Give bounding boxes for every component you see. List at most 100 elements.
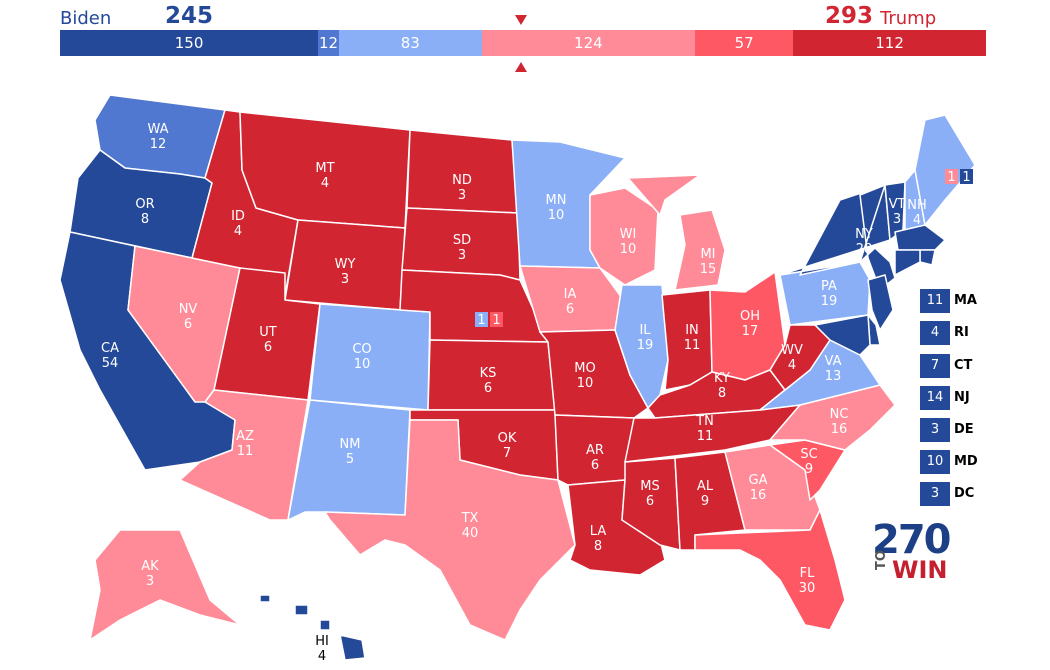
side-ev-box: 11 bbox=[920, 289, 950, 313]
state-label-ut: UT bbox=[259, 325, 277, 340]
bar-segment: 57 bbox=[695, 30, 794, 56]
state-ev-sc: 9 bbox=[805, 462, 813, 477]
state-ev-ak: 3 bbox=[146, 574, 154, 589]
ne-district-1-box[interactable] bbox=[475, 312, 488, 327]
state-ev-nd: 3 bbox=[458, 188, 466, 203]
side-ev-box: 10 bbox=[920, 450, 950, 474]
electoral-header: Biden 245 293 Trump 150 12 83 124 57 112 bbox=[0, 0, 1050, 80]
state-label-in: IN bbox=[685, 323, 699, 338]
logo-to: TO bbox=[874, 550, 889, 570]
midpoint-marker-top bbox=[515, 15, 527, 25]
state-ev-il: 19 bbox=[637, 338, 654, 353]
state-ev-nh: 4 bbox=[913, 213, 921, 228]
state-hi[interactable] bbox=[259, 594, 366, 661]
bar-segment: 83 bbox=[338, 30, 482, 56]
state-md[interactable] bbox=[814, 314, 871, 356]
state-ev-nv: 6 bbox=[184, 317, 192, 332]
state-ev-or: 8 bbox=[141, 212, 149, 227]
side-state-label: RI bbox=[954, 325, 969, 340]
state-ev-mn: 10 bbox=[548, 208, 565, 223]
state-label-oh: OH bbox=[740, 309, 760, 324]
state-label-la: LA bbox=[590, 524, 607, 539]
me-district-1-ev: 1 bbox=[947, 170, 955, 185]
state-ev-ca: 54 bbox=[102, 356, 119, 371]
state-ev-sd: 3 bbox=[458, 248, 466, 263]
state-ev-ga: 16 bbox=[750, 488, 767, 503]
state-ev-wi: 10 bbox=[620, 242, 637, 257]
state-nj[interactable] bbox=[867, 274, 894, 331]
state-label-vt: VT bbox=[889, 197, 906, 212]
state-label-wy: WY bbox=[335, 257, 356, 272]
state-label-ok: OK bbox=[498, 431, 517, 446]
electoral-vote-bar: 150 12 83 124 57 112 bbox=[60, 30, 986, 56]
state-label-ny: NY bbox=[855, 227, 873, 242]
state-ri[interactable] bbox=[919, 249, 936, 266]
state-label-mn: MN bbox=[546, 193, 567, 208]
state-ev-nc: 16 bbox=[831, 422, 848, 437]
bar-segment: 12 bbox=[318, 30, 339, 56]
state-tx[interactable] bbox=[324, 419, 576, 641]
ne-district-2-ev: 1 bbox=[492, 313, 500, 328]
state-label-fl: FL bbox=[800, 566, 815, 581]
side-state-label: CT bbox=[954, 358, 973, 373]
state-ev-mo: 10 bbox=[577, 376, 594, 391]
logo-number: 270 bbox=[872, 517, 951, 563]
state-label-nc: NC bbox=[830, 407, 849, 422]
side-state-label: NJ bbox=[954, 390, 970, 405]
state-ev-ks: 6 bbox=[484, 381, 492, 396]
state-ev-nm: 5 bbox=[346, 452, 354, 467]
state-label-pa: PA bbox=[821, 279, 837, 294]
side-ev-box: 3 bbox=[920, 482, 950, 506]
state-label-ca: CA bbox=[101, 341, 119, 356]
midpoint-marker-bottom bbox=[515, 62, 527, 72]
side-ev-box: 3 bbox=[920, 418, 950, 442]
state-ct[interactable] bbox=[894, 249, 921, 276]
state-label-mi: MI bbox=[700, 247, 715, 262]
state-wi[interactable] bbox=[589, 187, 659, 286]
right-candidate-total: 293 bbox=[825, 3, 874, 29]
state-mi[interactable] bbox=[627, 174, 726, 291]
state-ev-vt: 3 bbox=[893, 212, 901, 227]
state-ev-ky: 8 bbox=[718, 386, 726, 401]
state-ev-va: 13 bbox=[825, 369, 842, 384]
state-label-id: ID bbox=[231, 209, 245, 224]
state-label-ks: KS bbox=[480, 366, 497, 381]
state-label-va: VA bbox=[825, 354, 842, 369]
me-district-1-box[interactable] bbox=[945, 169, 958, 184]
270towin-logo[interactable]: 270 TO WIN bbox=[872, 518, 952, 588]
state-label-ky: KY bbox=[714, 371, 730, 386]
state-ev-ms: 6 bbox=[646, 494, 654, 509]
state-label-wv: WV bbox=[781, 343, 803, 358]
bar-segment: 112 bbox=[793, 30, 986, 56]
state-ev-co: 10 bbox=[354, 357, 371, 372]
ne-district-2-box[interactable] bbox=[490, 312, 503, 327]
state-label-wi: WI bbox=[620, 227, 637, 242]
state-ev-az: 11 bbox=[237, 444, 254, 459]
state-label-ms: MS bbox=[640, 479, 659, 494]
state-ak[interactable] bbox=[89, 529, 241, 641]
side-ev-box: 4 bbox=[920, 321, 950, 345]
side-ev-box: 7 bbox=[920, 354, 950, 378]
state-label-nh: NH bbox=[907, 198, 927, 213]
side-state-label: DE bbox=[954, 422, 974, 437]
state-ev-ok: 7 bbox=[503, 446, 511, 461]
side-state-label: MA bbox=[954, 293, 977, 308]
logo-win: WIN bbox=[892, 556, 948, 584]
state-label-or: OR bbox=[135, 197, 154, 212]
state-label-ar: AR bbox=[586, 443, 604, 458]
state-ev-oh: 17 bbox=[742, 324, 759, 339]
state-label-nm: NM bbox=[340, 437, 361, 452]
state-label-ak: AK bbox=[141, 559, 159, 574]
right-candidate-name: Trump bbox=[880, 8, 937, 29]
bar-segment: 150 bbox=[60, 30, 319, 56]
state-ma[interactable] bbox=[894, 224, 946, 251]
me-district-2-box[interactable] bbox=[960, 169, 973, 184]
side-state-label: DC bbox=[954, 486, 975, 501]
state-ev-ia: 6 bbox=[566, 302, 574, 317]
state-fl[interactable] bbox=[694, 509, 846, 631]
state-label-az: AZ bbox=[236, 429, 254, 444]
side-ev-box: 14 bbox=[920, 386, 950, 410]
state-az[interactable] bbox=[179, 389, 309, 521]
side-state-label: MD bbox=[954, 454, 978, 469]
state-ev-ny: 28 bbox=[856, 242, 873, 257]
